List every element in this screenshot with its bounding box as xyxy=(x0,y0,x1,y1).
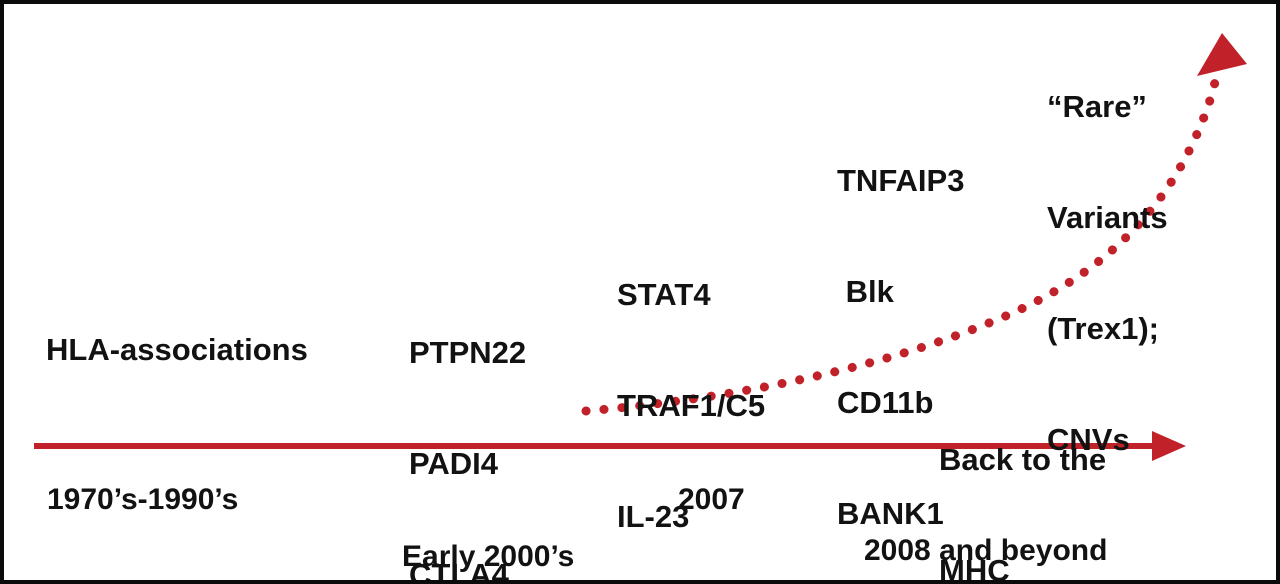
gene-label: BANK1 xyxy=(837,496,944,531)
back-to-mhc-line: Back to the xyxy=(939,442,1107,477)
timeline-label-early-2000s: Early 2000’s xyxy=(402,540,575,573)
rare-variants-line: “Rare” xyxy=(1047,89,1147,124)
gene-label: IL-23 xyxy=(617,499,690,534)
timeline-label-1970s-1990s: 1970’s-1990’s xyxy=(47,483,239,516)
timeline-label-2008-and-beyond: 2008 and beyond xyxy=(864,534,1108,567)
back-to-mhc-line: MHC xyxy=(939,553,1010,584)
gene-label: PADI4 xyxy=(409,446,499,481)
rare-variants-line: CNVs xyxy=(1047,422,1130,457)
hla-associations-label: HLA-associations xyxy=(46,332,308,367)
rare-variants-line: Variants xyxy=(1047,200,1168,235)
gene-group-early-2000s: PTPN22 PADI4 CTLA4 xyxy=(409,260,527,584)
gene-label: TRAF1/C5 xyxy=(617,388,766,423)
gene-group-2008: TNFAIP3 Blk CD11b BANK1 xyxy=(837,88,965,580)
gene-label: CTLA4 xyxy=(409,557,509,584)
gene-label: Blk xyxy=(837,274,894,309)
rare-variants-line: (Trex1); xyxy=(1047,311,1159,346)
gene-label: TNFAIP3 xyxy=(837,163,965,198)
rare-variants-label: “Rare” Variants (Trex1); CNVs xyxy=(1047,14,1168,532)
rising-curve-arrowhead-icon xyxy=(1197,33,1247,76)
gene-label: PTPN22 xyxy=(409,335,527,370)
back-to-mhc-label: Back to the MHC xyxy=(939,367,1107,584)
timeline-label-2007: 2007 xyxy=(678,483,745,516)
gene-label: STAT4 xyxy=(617,277,711,312)
gene-label: CD11b xyxy=(837,385,934,420)
gene-group-2007: STAT4 TRAF1/C5 IL-23 IRF-5 IL7R xyxy=(617,202,766,580)
